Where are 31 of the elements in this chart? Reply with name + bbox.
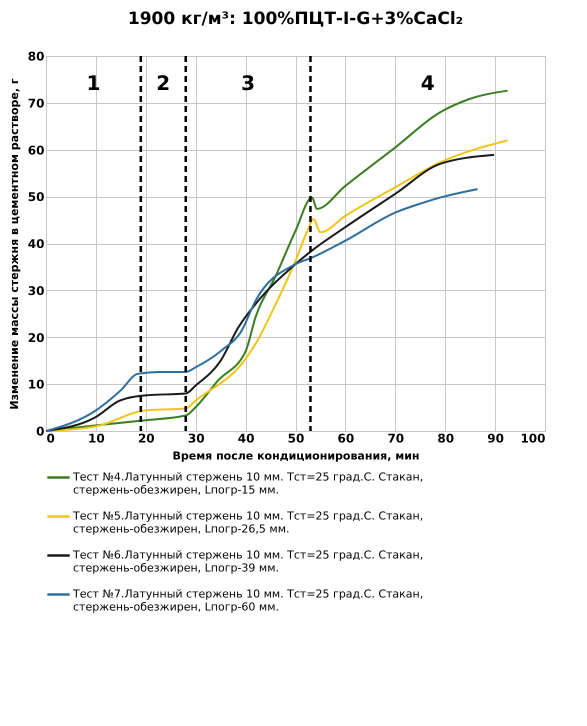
x-tick-label: 60 — [338, 432, 354, 446]
x-tick-label: 70 — [387, 432, 404, 446]
line-series — [45, 188, 479, 432]
x-tick-label: 0 — [46, 432, 55, 446]
x-tick-label: 10 — [88, 432, 105, 446]
y-tick-label: 20 — [28, 330, 44, 345]
legend-label: Тест №6.Латунный стержень 10 мм. Tст=25 град.С. Стакан, стержень-обезжирен, Lпогр-39 мм. — [72, 548, 424, 574]
legend-label: Тест №7.Латунный стержень 10 мм. Tст=25 град.С. Стакан, стержень-обезжирен, Lпогр-60 мм. — [72, 588, 424, 614]
legend-label: Тест №5.Латунный стержень 10 мм. Tст=25 град.С. Стакан, стержень-обезжирен, Lпогр-26,5 мм. — [72, 510, 424, 536]
y-axis-title: Изменение массы стержня в цементном растворе, г — [8, 78, 21, 410]
x-tick-label: 90 — [487, 432, 504, 446]
y-tick-label: 80 — [28, 50, 44, 64]
y-tick-label: 30 — [28, 284, 44, 298]
legend-label: Тест №4.Латунный стержень 10 мм. Tст=25 град.С. Стакан, стержень-обезжирен, Lпогр-15 мм. — [72, 470, 424, 496]
annotation: 2 — [156, 71, 170, 95]
y-tick-label: 10 — [28, 378, 44, 392]
chart-title: 1900 кг/м³: 100%ПЦТ-I-G+3%CaCl₂ — [128, 9, 464, 29]
x-tick-label: 80 — [437, 432, 454, 446]
annotation: 1 — [86, 71, 100, 95]
x-tick-label: 50 — [288, 432, 304, 446]
y-tick-label: 50 — [28, 190, 44, 204]
x-tick-label: 20 — [138, 432, 155, 446]
x-tick-label: 30 — [188, 432, 205, 446]
x-tick-label: 40 — [238, 432, 254, 446]
y-tick-label: 40 — [28, 237, 44, 251]
y-tick-label: 60 — [28, 143, 44, 158]
annotation: 4 — [420, 71, 435, 95]
x-tick-label: 100 — [520, 432, 546, 446]
x-axis-title: Время после кондиционирования, мин — [172, 450, 420, 462]
annotation: 3 — [241, 71, 256, 95]
y-tick-label: 70 — [28, 96, 44, 110]
